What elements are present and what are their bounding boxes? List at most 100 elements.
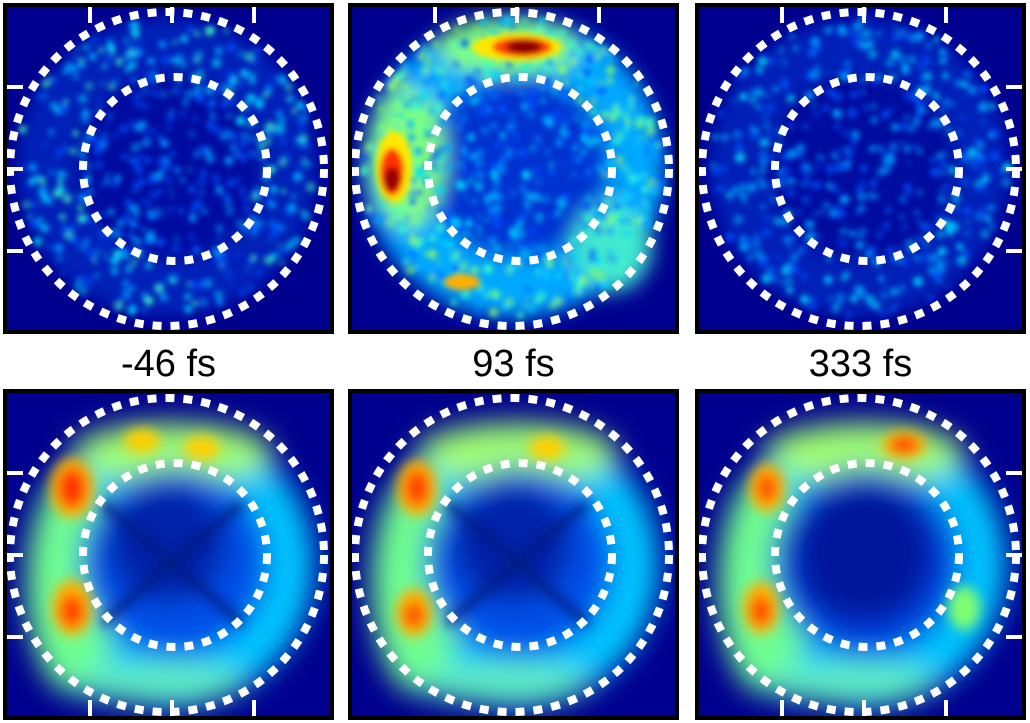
speckle — [611, 109, 620, 118]
speckle — [508, 271, 512, 276]
velocity-map-image — [7, 7, 328, 330]
speckle — [502, 15, 512, 26]
speckle — [750, 89, 755, 95]
speckle — [860, 164, 868, 173]
speckle — [292, 94, 297, 99]
speckle — [160, 138, 169, 148]
speckle — [918, 74, 926, 82]
speckle — [74, 284, 81, 290]
speckle — [245, 149, 254, 158]
speckle — [216, 234, 222, 241]
speckle — [642, 185, 650, 193]
speckle — [498, 105, 508, 114]
speckle — [72, 130, 79, 137]
speckle — [132, 180, 143, 190]
speckle — [425, 206, 431, 211]
speckle — [518, 148, 528, 158]
speckle — [997, 169, 1003, 175]
speckle — [489, 170, 500, 180]
speckle — [577, 97, 584, 104]
speckle — [519, 183, 527, 191]
speckle — [408, 119, 415, 125]
speckle — [421, 45, 428, 53]
speckle — [83, 276, 94, 286]
speckle — [522, 302, 529, 309]
speckle — [789, 34, 795, 40]
speckle — [464, 219, 473, 228]
speckle — [474, 181, 484, 191]
speckle — [138, 154, 144, 161]
speckle — [650, 187, 657, 194]
speckle — [523, 200, 530, 206]
speckle — [931, 270, 941, 280]
speckle — [451, 217, 461, 228]
speckle — [130, 157, 140, 166]
speckle — [785, 187, 796, 198]
speckle — [89, 35, 99, 45]
speckle — [277, 110, 283, 116]
speckle — [915, 32, 925, 41]
speckle — [600, 110, 609, 120]
speckle — [198, 145, 208, 154]
speckle — [867, 36, 874, 42]
speckle — [780, 80, 790, 90]
speckle — [170, 245, 177, 252]
speckle — [116, 219, 125, 228]
speckle — [725, 232, 735, 242]
speckle — [378, 203, 385, 210]
speckle — [797, 248, 803, 253]
speckle — [226, 41, 237, 52]
speckle — [366, 206, 372, 212]
speckle — [577, 72, 584, 79]
speckle — [168, 193, 175, 200]
speckle — [827, 296, 834, 303]
speckle — [175, 166, 181, 173]
speckle — [175, 245, 182, 251]
speckle — [629, 95, 635, 101]
speckle — [587, 165, 594, 173]
speckle — [534, 135, 541, 142]
speckle — [599, 44, 606, 51]
speckle — [766, 192, 774, 200]
speckle — [789, 264, 799, 274]
speckle — [128, 42, 134, 47]
speckle — [859, 191, 869, 201]
speckle — [88, 52, 98, 61]
speckle — [157, 156, 167, 166]
speckle — [267, 238, 272, 243]
speckle — [816, 154, 822, 160]
speckle — [770, 156, 775, 161]
speckle — [526, 205, 532, 210]
speckle — [856, 232, 862, 237]
speckle — [881, 165, 891, 174]
speckle — [250, 192, 260, 202]
speckle — [460, 147, 469, 156]
speckle — [555, 210, 562, 217]
speckle — [124, 38, 129, 43]
speckle — [125, 46, 131, 53]
speckle — [654, 181, 664, 191]
speckle — [133, 49, 142, 58]
speckle — [404, 231, 412, 239]
speckle — [492, 179, 501, 189]
speckle — [483, 72, 491, 80]
speckle — [239, 152, 247, 160]
speckle — [743, 201, 748, 205]
speckle — [956, 243, 964, 251]
speckle — [810, 69, 821, 80]
speckle — [914, 210, 920, 215]
speckle — [272, 251, 279, 258]
speckle — [541, 271, 551, 280]
speckle — [850, 90, 858, 99]
speckle — [405, 215, 410, 221]
speckle — [114, 174, 122, 182]
speckle — [777, 170, 783, 176]
speckle — [938, 188, 944, 194]
speckle — [776, 253, 782, 259]
speckle — [930, 119, 936, 126]
speckle — [575, 47, 584, 56]
speckle — [445, 209, 451, 215]
speckle — [66, 62, 72, 68]
speckle — [298, 124, 306, 132]
speckle — [455, 180, 465, 190]
